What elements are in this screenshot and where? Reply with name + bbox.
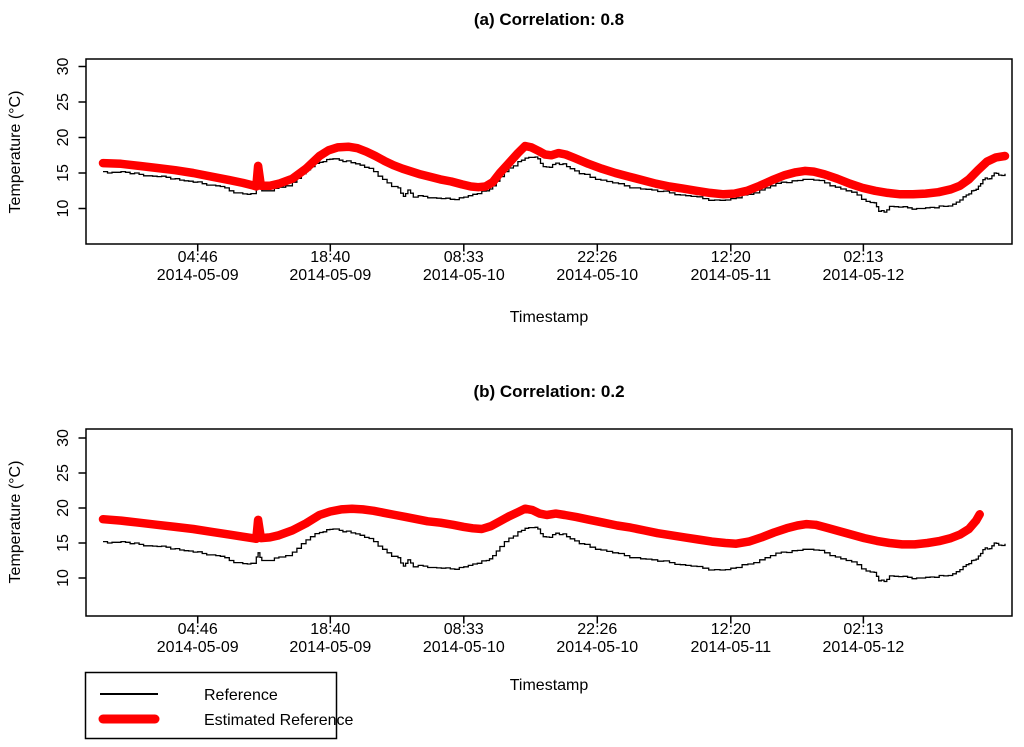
y-tick-label: 25 (55, 93, 72, 111)
panel-a-series (98, 141, 1010, 213)
legend-reference-label: Reference (204, 687, 278, 704)
x-tick-date-label: 2014-05-10 (423, 639, 505, 656)
estimated-reference-line (98, 504, 984, 549)
x-tick-time-label: 18:40 (310, 249, 350, 266)
panel-b-y-axis-label: Temperature (°C) (7, 461, 24, 584)
panel-b: (b) Correlation: 0.2 Temperature (°C) 10… (7, 382, 1013, 694)
x-tick-date-label: 2014-05-09 (157, 639, 239, 656)
x-tick-date-label: 2014-05-10 (556, 267, 638, 284)
panel-b-series (98, 504, 1006, 583)
x-tick-time-label: 18:40 (310, 621, 350, 638)
x-tick-date-label: 2014-05-10 (423, 267, 505, 284)
panel-b-x-axis-label: Timestamp (510, 677, 589, 694)
panel-a-x-axis-label: Timestamp (510, 309, 589, 326)
y-tick-label: 30 (55, 429, 72, 447)
legend: Reference Estimated Reference (84, 671, 354, 740)
x-tick-date-label: 2014-05-11 (690, 639, 771, 656)
y-tick-label: 15 (55, 534, 72, 552)
panel-b-plot-box (85, 428, 1013, 617)
x-tick-time-label: 12:20 (711, 621, 751, 638)
x-tick-time-label: 08:33 (444, 621, 484, 638)
legend-box (84, 671, 338, 740)
x-tick-time-label: 12:20 (711, 249, 751, 266)
y-tick-label: 20 (55, 499, 72, 517)
x-tick-time-label: 02:13 (843, 621, 883, 638)
legend-estimated-reference-label: Estimated Reference (204, 712, 354, 729)
x-tick-time-label: 04:46 (178, 249, 218, 266)
y-tick-label: 25 (55, 464, 72, 482)
x-tick-time-label: 08:33 (444, 249, 484, 266)
x-tick-time-label: 22:26 (577, 621, 617, 638)
y-tick-label: 30 (55, 58, 72, 76)
panel-a: (a) Correlation: 0.8 Temperature (°C) 10… (7, 10, 1013, 326)
x-tick-date-label: 2014-05-09 (289, 639, 371, 656)
panel-b-axes: 101520253004:462014-05-0918:402014-05-09… (55, 429, 904, 656)
x-tick-time-label: 22:26 (577, 249, 617, 266)
panel-a-title: (a) Correlation: 0.8 (474, 10, 624, 29)
x-tick-time-label: 02:13 (843, 249, 883, 266)
panel-a-plot-box (85, 58, 1013, 245)
reference-line (103, 526, 1006, 583)
x-tick-date-label: 2014-05-11 (690, 267, 771, 284)
panel-a-y-axis-label: Temperature (°C) (7, 91, 24, 214)
x-tick-date-label: 2014-05-12 (822, 639, 904, 656)
panel-b-title: (b) Correlation: 0.2 (473, 382, 624, 401)
y-tick-label: 15 (55, 164, 72, 182)
x-tick-date-label: 2014-05-09 (157, 267, 239, 284)
y-tick-label: 20 (55, 129, 72, 147)
y-tick-label: 10 (55, 200, 72, 218)
x-tick-time-label: 04:46 (178, 621, 218, 638)
x-tick-date-label: 2014-05-09 (289, 267, 371, 284)
x-tick-date-label: 2014-05-10 (556, 639, 638, 656)
panel-a-axes: 101520253004:462014-05-0918:402014-05-09… (55, 58, 904, 285)
estimated-reference-line (98, 141, 1010, 199)
y-tick-label: 10 (55, 569, 72, 587)
x-tick-date-label: 2014-05-12 (822, 267, 904, 284)
